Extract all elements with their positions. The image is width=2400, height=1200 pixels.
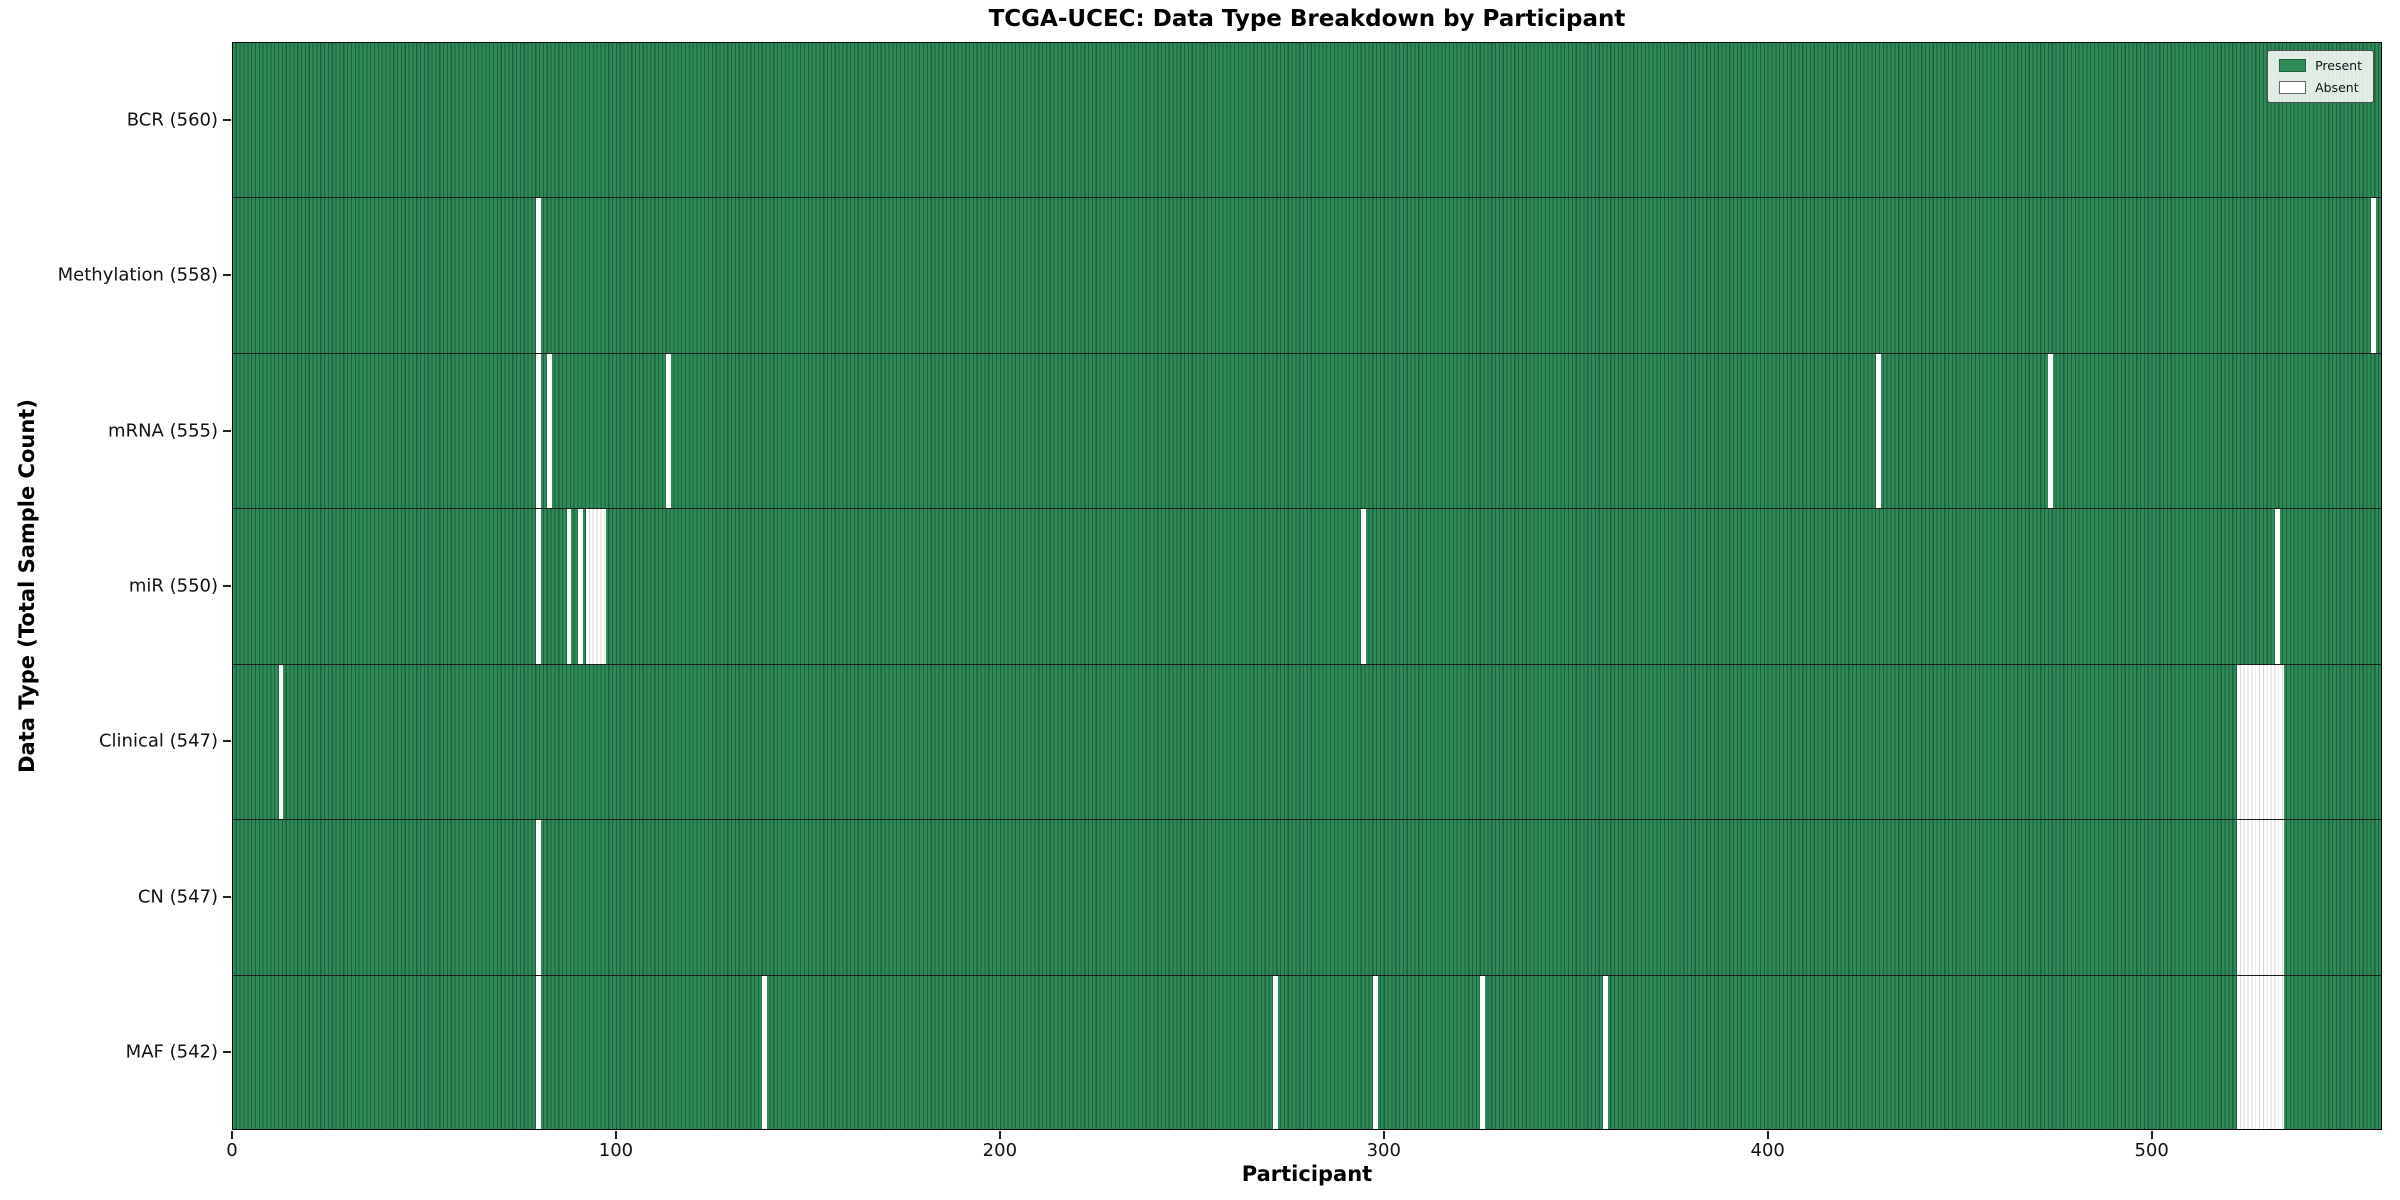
y-tick-label: CN (547) [137, 886, 218, 908]
legend-swatch-present [2279, 59, 2307, 72]
absent-gap [585, 509, 606, 664]
absent-gap [2048, 353, 2054, 509]
row-BCR [233, 43, 2381, 199]
x-tick-label: 500 [2134, 1140, 2169, 1161]
legend: Present Absent [2267, 50, 2374, 103]
legend-entry-absent: Absent [2279, 80, 2362, 95]
x-tick-mark [1766, 1131, 1769, 1139]
absent-gap [762, 975, 768, 1129]
x-tick-mark [1382, 1131, 1385, 1139]
absent-gap [278, 664, 284, 820]
y-tick-label: Clinical (547) [98, 730, 218, 752]
absent-gap [2236, 664, 2284, 820]
absent-gap [1361, 509, 1367, 664]
row-CN [233, 820, 2381, 976]
row-MAF [233, 975, 2381, 1129]
row-Clinical [233, 664, 2381, 821]
y-tick-mark [223, 585, 231, 587]
x-tick-label: 300 [1366, 1140, 1401, 1161]
x-tick-mark [2150, 1131, 2153, 1139]
x-axis-label: Participant [1241, 1162, 1373, 1186]
row-miR [233, 509, 2381, 665]
y-tick-label: mRNA (555) [108, 420, 218, 442]
absent-gap [2236, 820, 2284, 975]
absent-gap [535, 820, 541, 975]
absent-gap [578, 509, 583, 664]
x-tick-label: 200 [982, 1140, 1018, 1161]
y-tick-label: miR (550) [128, 575, 218, 597]
absent-gap [666, 353, 672, 509]
x-tick-label: 400 [1750, 1140, 1785, 1161]
x-tick-label: 100 [598, 1140, 634, 1161]
y-tick-mark [223, 1051, 231, 1054]
legend-label: Absent [2315, 80, 2359, 95]
absent-gap [1603, 975, 1608, 1129]
absent-gap [1372, 975, 1378, 1129]
x-tick-label: 0 [226, 1140, 238, 1161]
x-tick-mark [614, 1131, 617, 1139]
absent-gap [2236, 975, 2284, 1129]
y-tick-mark [223, 429, 231, 432]
chart-title: TCGA-UCEC: Data Type Breakdown by Partic… [988, 6, 1626, 32]
absent-gap [535, 509, 541, 664]
legend-label: Present [2315, 58, 2362, 73]
y-tick-label: MAF (542) [125, 1041, 218, 1063]
legend-swatch-absent [2279, 81, 2307, 94]
x-tick-mark [998, 1131, 1001, 1139]
y-tick-mark [223, 118, 231, 121]
absent-gap [535, 975, 541, 1129]
absent-gap [1875, 353, 1881, 509]
plot-area: Present Absent [232, 42, 2382, 1130]
row-Methylation [233, 198, 2381, 354]
absent-gap [535, 198, 541, 353]
row-mRNA [233, 353, 2381, 510]
absent-gap [2275, 509, 2280, 664]
absent-gap [1480, 975, 1486, 1129]
absent-gap [535, 353, 541, 509]
y-tick-mark [223, 740, 231, 743]
y-tick-mark [223, 274, 231, 277]
y-tick-label: BCR (560) [126, 109, 218, 131]
absent-gap [1272, 975, 1278, 1129]
y-tick-label: Methylation (558) [57, 264, 218, 286]
absent-gap [566, 509, 572, 664]
absent-gap [547, 353, 553, 509]
y-tick-mark [223, 895, 231, 898]
legend-entry-present: Present [2279, 58, 2362, 73]
absent-gap [2370, 198, 2376, 353]
x-tick-mark [231, 1131, 233, 1139]
